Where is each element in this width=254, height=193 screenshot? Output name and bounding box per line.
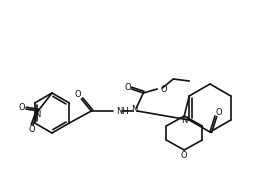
Text: O: O <box>160 85 166 95</box>
Text: N: N <box>180 117 187 125</box>
Text: NH: NH <box>116 108 129 117</box>
Text: N: N <box>131 106 137 114</box>
Text: O: O <box>19 103 25 113</box>
Text: N: N <box>34 111 40 119</box>
Text: O: O <box>123 84 130 92</box>
Text: O: O <box>28 125 35 135</box>
Text: O: O <box>180 151 187 159</box>
Text: O: O <box>74 91 80 100</box>
Text: O: O <box>215 108 221 118</box>
